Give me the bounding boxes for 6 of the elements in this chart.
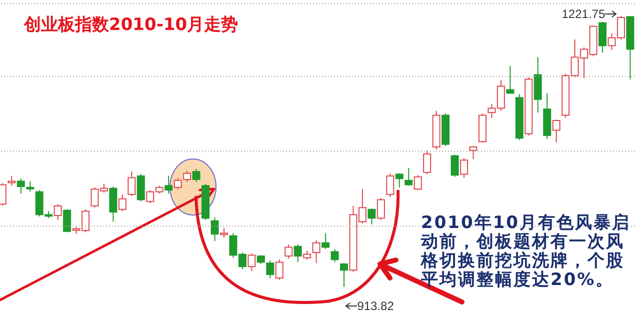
annotation: 2010年10月有色风暴启动前，创板题材有一次风格切换前挖坑洗牌，个股平均调整幅度达20%。	[421, 213, 632, 290]
candlestick	[534, 56, 542, 114]
chart-title: 创业板指数2010-10月走势	[24, 14, 238, 36]
text: 913.82	[357, 299, 394, 313]
candlestick	[312, 240, 320, 264]
annotation: 1221.75	[562, 7, 606, 21]
